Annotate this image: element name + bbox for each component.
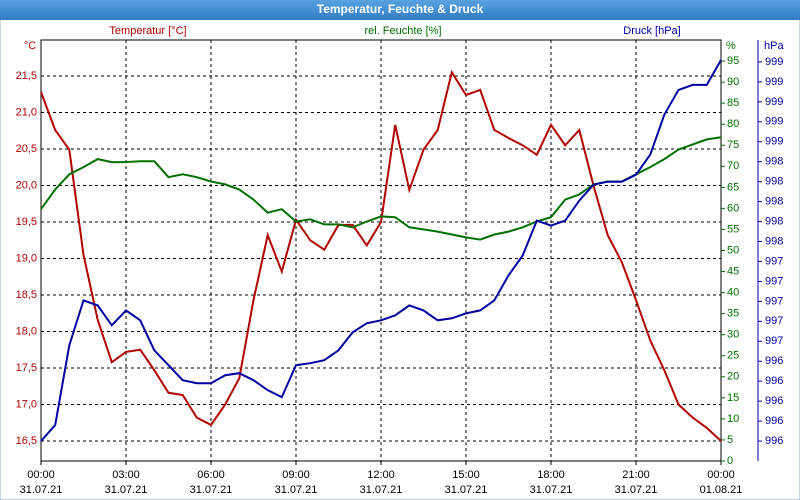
x-tick-date: 31.07.21 [190,484,233,496]
legend-entry: Druck [hPa] [623,25,680,37]
y3-tick-label: 999 [765,96,783,108]
y2-unit: % [726,40,736,52]
y3-tick-label: 998 [765,176,783,188]
y2-tick-label: 75 [727,139,739,151]
y-tick-label: 18,0 [16,325,37,337]
y-unit: °C [24,40,36,52]
y3-tick-label: 998 [765,196,783,208]
x-tick-label: 03:00 [112,469,140,481]
x-tick-label: 06:00 [197,469,225,481]
y3-tick-label: 999 [765,76,783,88]
x-tick-date: 31.07.21 [445,484,488,496]
x-tick-date: 01.08.21 [700,484,743,496]
y-tick-label: 17,5 [16,362,37,374]
y2-tick-label: 90 [727,76,739,88]
y-tick-label: 17,0 [16,398,37,410]
y-tick-label: 21,5 [16,70,37,82]
y2-tick-label: 0 [727,455,733,467]
y3-tick-label: 996 [765,395,783,407]
series-line [40,69,722,442]
x-tick-date: 31.07.21 [275,484,318,496]
x-tick-label: 00:00 [27,469,55,481]
y-tick-label: 21,0 [16,106,37,118]
y-tick-label: 16,5 [16,435,37,447]
y-tick-label: 20,5 [16,143,37,155]
x-tick-label: 18:00 [537,469,565,481]
y3-tick-label: 997 [765,315,783,327]
y2-tick-label: 55 [727,223,739,235]
y3-tick-label: 996 [765,375,783,387]
y2-tick-label: 20 [727,371,739,383]
y3-unit: hPa [764,40,784,52]
y-tick-label: 19,0 [16,252,37,264]
y2-tick-label: 10 [727,413,739,425]
y3-tick-label: 996 [765,355,783,367]
y3-tick-label: 996 [765,435,783,447]
y3-tick-label: 997 [765,255,783,267]
x-tick-date: 31.07.21 [105,484,148,496]
y2-tick-label: 50 [727,244,739,256]
x-tick-label: 00:00 [707,469,735,481]
chart-title: Temperatur, Feuchte & Druck [317,2,484,16]
y3-tick-label: 999 [765,56,783,68]
y2-tick-label: 85 [727,97,739,109]
y3-tick-label: 998 [765,156,783,168]
y2-tick-label: 5 [727,434,733,446]
series-line [40,59,722,442]
y-tick-label: 19,5 [16,216,37,228]
legend-entry: rel. Feuchte [%] [364,25,441,37]
y2-tick-label: 35 [727,308,739,320]
x-tick-date: 31.07.21 [360,484,403,496]
y3-tick-label: 996 [765,415,783,427]
y-tick-label: 18,5 [16,289,37,301]
x-tick-label: 09:00 [282,469,310,481]
y3-tick-label: 998 [765,235,783,247]
y2-tick-label: 45 [727,265,739,277]
x-tick-label: 12:00 [367,469,395,481]
x-tick-date: 31.07.21 [20,484,63,496]
y2-tick-label: 80 [727,118,739,130]
legend-entry: Temperatur [°C] [109,25,186,37]
y2-tick-label: 25 [727,350,739,362]
y3-tick-label: 997 [765,335,783,347]
y3-tick-label: 999 [765,136,783,148]
y2-tick-label: 40 [727,287,739,299]
y2-tick-label: 95 [727,55,739,67]
y-tick-label: 20,0 [16,179,37,191]
y3-tick-label: 997 [765,275,783,287]
x-tick-label: 15:00 [452,469,480,481]
y2-tick-label: 65 [727,181,739,193]
y2-tick-label: 70 [727,160,739,172]
x-tick-label: 21:00 [622,469,650,481]
y3-tick-label: 997 [765,295,783,307]
y3-tick-label: 998 [765,215,783,227]
x-tick-date: 31.07.21 [530,484,573,496]
y2-tick-label: 30 [727,329,739,341]
y3-tick-label: 999 [765,116,783,128]
title-bar [0,0,800,20]
y2-tick-label: 60 [727,202,739,214]
x-tick-date: 31.07.21 [615,484,658,496]
y2-tick-label: 15 [727,392,739,404]
